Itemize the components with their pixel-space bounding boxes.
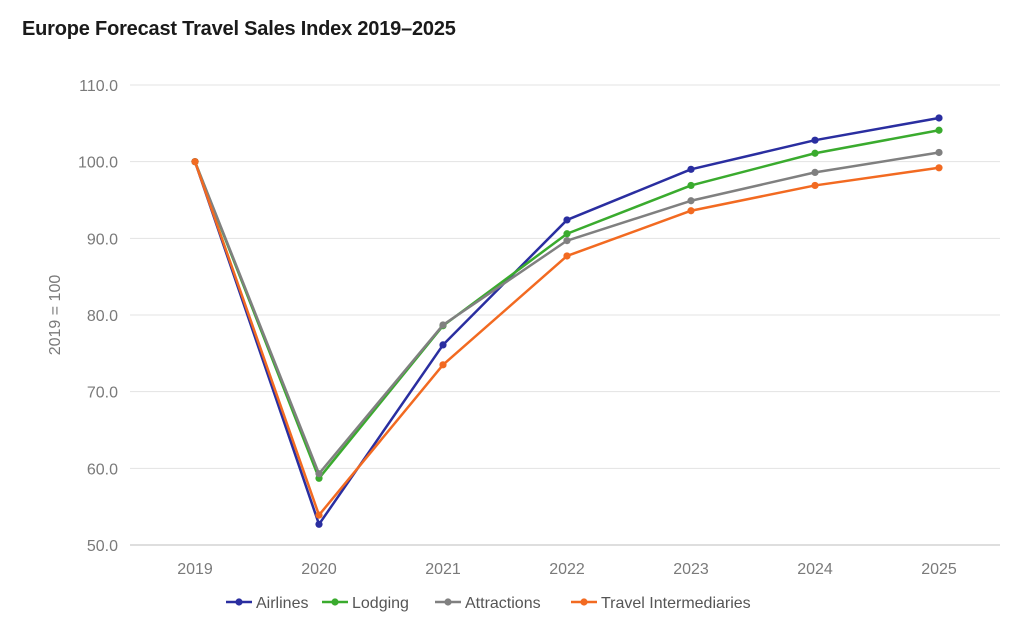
x-tick-label: 2019 <box>177 561 213 578</box>
legend-label: Travel Intermediaries <box>601 595 751 612</box>
legend-swatch-marker <box>444 598 452 606</box>
x-tick-label: 2024 <box>797 561 833 578</box>
data-point-travel-intermediaries <box>315 511 323 519</box>
data-point-travel-intermediaries <box>811 181 819 190</box>
data-point-travel-intermediaries <box>687 207 695 215</box>
series-attractions <box>191 148 943 478</box>
legend-label: Lodging <box>352 595 409 612</box>
legend-swatch-marker <box>331 598 339 606</box>
data-point-lodging <box>687 181 695 190</box>
x-tick-label: 2020 <box>301 561 337 578</box>
data-point-lodging <box>811 149 819 157</box>
legend-swatch-marker <box>580 598 588 606</box>
data-point-lodging <box>935 126 943 134</box>
y-tick-label: 50.0 <box>87 538 118 555</box>
y-tick-label: 100.0 <box>78 155 118 172</box>
series <box>191 114 943 528</box>
legend-label: Airlines <box>256 595 308 612</box>
chart-title: Europe Forecast Travel Sales Index 2019–… <box>22 18 456 40</box>
axes: 50.0 60.0 70.0 80.0 90.0 100.0 110.0 2019 2020 20… <box>78 78 957 578</box>
data-point-travel-intermediaries <box>439 361 447 369</box>
data-point-attractions <box>315 470 323 478</box>
legend-item-airlines: Airlines <box>226 595 308 612</box>
legend-item-travel-intermediaries: Travel Intermediaries <box>571 595 751 612</box>
legend-label: Attractions <box>465 595 541 612</box>
gridlines <box>130 84 1000 546</box>
data-point-attractions <box>439 321 447 329</box>
x-tick-label: 2021 <box>425 561 461 578</box>
legend-item-attractions: Attractions <box>435 595 541 612</box>
legend-swatch-marker <box>235 598 243 606</box>
data-point-travel-intermediaries <box>563 252 571 260</box>
data-point-travel-intermediaries <box>191 158 199 166</box>
y-tick-label: 110.0 <box>79 78 118 95</box>
data-point-attractions <box>935 148 943 157</box>
y-tick-label: 60.0 <box>87 461 118 478</box>
data-point-lodging <box>563 230 571 238</box>
series-line-travel-intermediaries <box>193 160 941 517</box>
data-point-travel-intermediaries <box>935 164 943 172</box>
y-tick-label: 70.0 <box>87 385 118 402</box>
data-point-attractions <box>811 168 819 176</box>
x-tick-label: 2025 <box>921 561 957 578</box>
x-tick-label: 2022 <box>549 561 585 578</box>
data-point-attractions <box>687 197 695 205</box>
legend-item-lodging: Lodging <box>322 595 409 612</box>
series-line-airlines <box>193 116 941 526</box>
data-point-airlines <box>935 114 943 122</box>
y-axis-label: 2019 = 100 <box>47 275 64 356</box>
y-tick-label: 80.0 <box>87 308 118 325</box>
data-point-airlines <box>811 136 819 144</box>
data-point-attractions <box>563 237 571 245</box>
data-point-airlines <box>315 520 323 528</box>
y-tick-label: 90.0 <box>87 231 118 248</box>
series-airlines <box>191 114 943 528</box>
legend: Airlines Lodging Attractions Travel Interme… <box>226 595 751 612</box>
data-point-airlines <box>687 165 695 173</box>
data-point-airlines <box>563 216 571 224</box>
data-point-airlines <box>439 341 447 349</box>
series-lodging <box>191 126 943 482</box>
series-line-attractions <box>193 151 941 475</box>
x-tick-label: 2023 <box>673 561 709 578</box>
series-travel-intermediaries <box>191 158 943 519</box>
